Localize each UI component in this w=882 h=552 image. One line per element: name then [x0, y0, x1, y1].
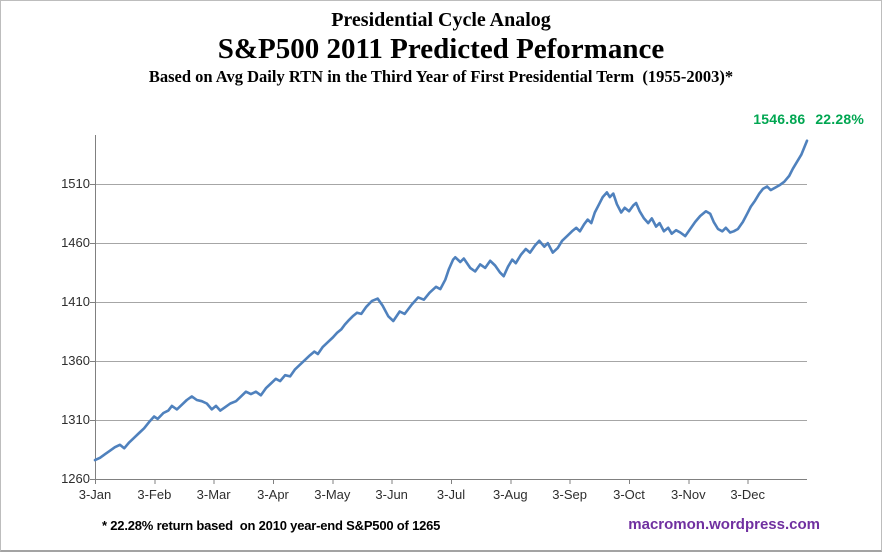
x-tick-label: 3-Aug — [492, 487, 528, 502]
y-tick-label: 1260 — [61, 471, 90, 486]
chart-header: Presidential Cycle Analog S&P500 2011 Pr… — [0, 8, 882, 88]
x-tick-label: 3-Feb — [137, 487, 172, 502]
x-tick-label: 3-Nov — [670, 487, 706, 502]
x-tick-label: 3-Oct — [613, 487, 645, 502]
y-tick-label: 1460 — [61, 235, 90, 251]
x-tick-label: 3-Mar — [196, 487, 231, 502]
y-tick-label: 1310 — [61, 412, 90, 428]
y-tick-label: 1360 — [61, 353, 90, 369]
end-value-label: 1546.86 — [753, 111, 806, 127]
chart-subtitle: Based on Avg Daily RTN in the Third Year… — [148, 67, 734, 86]
x-tick-label: 3-Jun — [375, 487, 408, 502]
x-tick-label: 3-Sep — [552, 487, 587, 502]
x-tick-label: 3-Apr — [257, 487, 289, 502]
chart-supertitle: Presidential Cycle Analog — [331, 9, 551, 31]
x-tick-label: 3-May — [314, 487, 351, 502]
x-tick-label: 3-Jul — [436, 487, 466, 502]
x-tick-label: 3-Dec — [730, 487, 765, 502]
y-tick-label: 1410 — [61, 294, 90, 310]
source-credit: macromon.wordpress.com — [628, 516, 820, 533]
chart-title: S&P500 2011 Predicted Peformance — [217, 33, 665, 65]
price-line — [93, 139, 809, 462]
end-value-annotation: 1546.86 22.28% — [753, 111, 864, 127]
x-tick-label: 3-Jan — [78, 487, 112, 502]
y-tick-label: 1510 — [61, 176, 90, 192]
end-pct-label: 22.28% — [815, 111, 864, 127]
footnote: * 22.28% return based on 2010 year-end S… — [102, 518, 441, 533]
